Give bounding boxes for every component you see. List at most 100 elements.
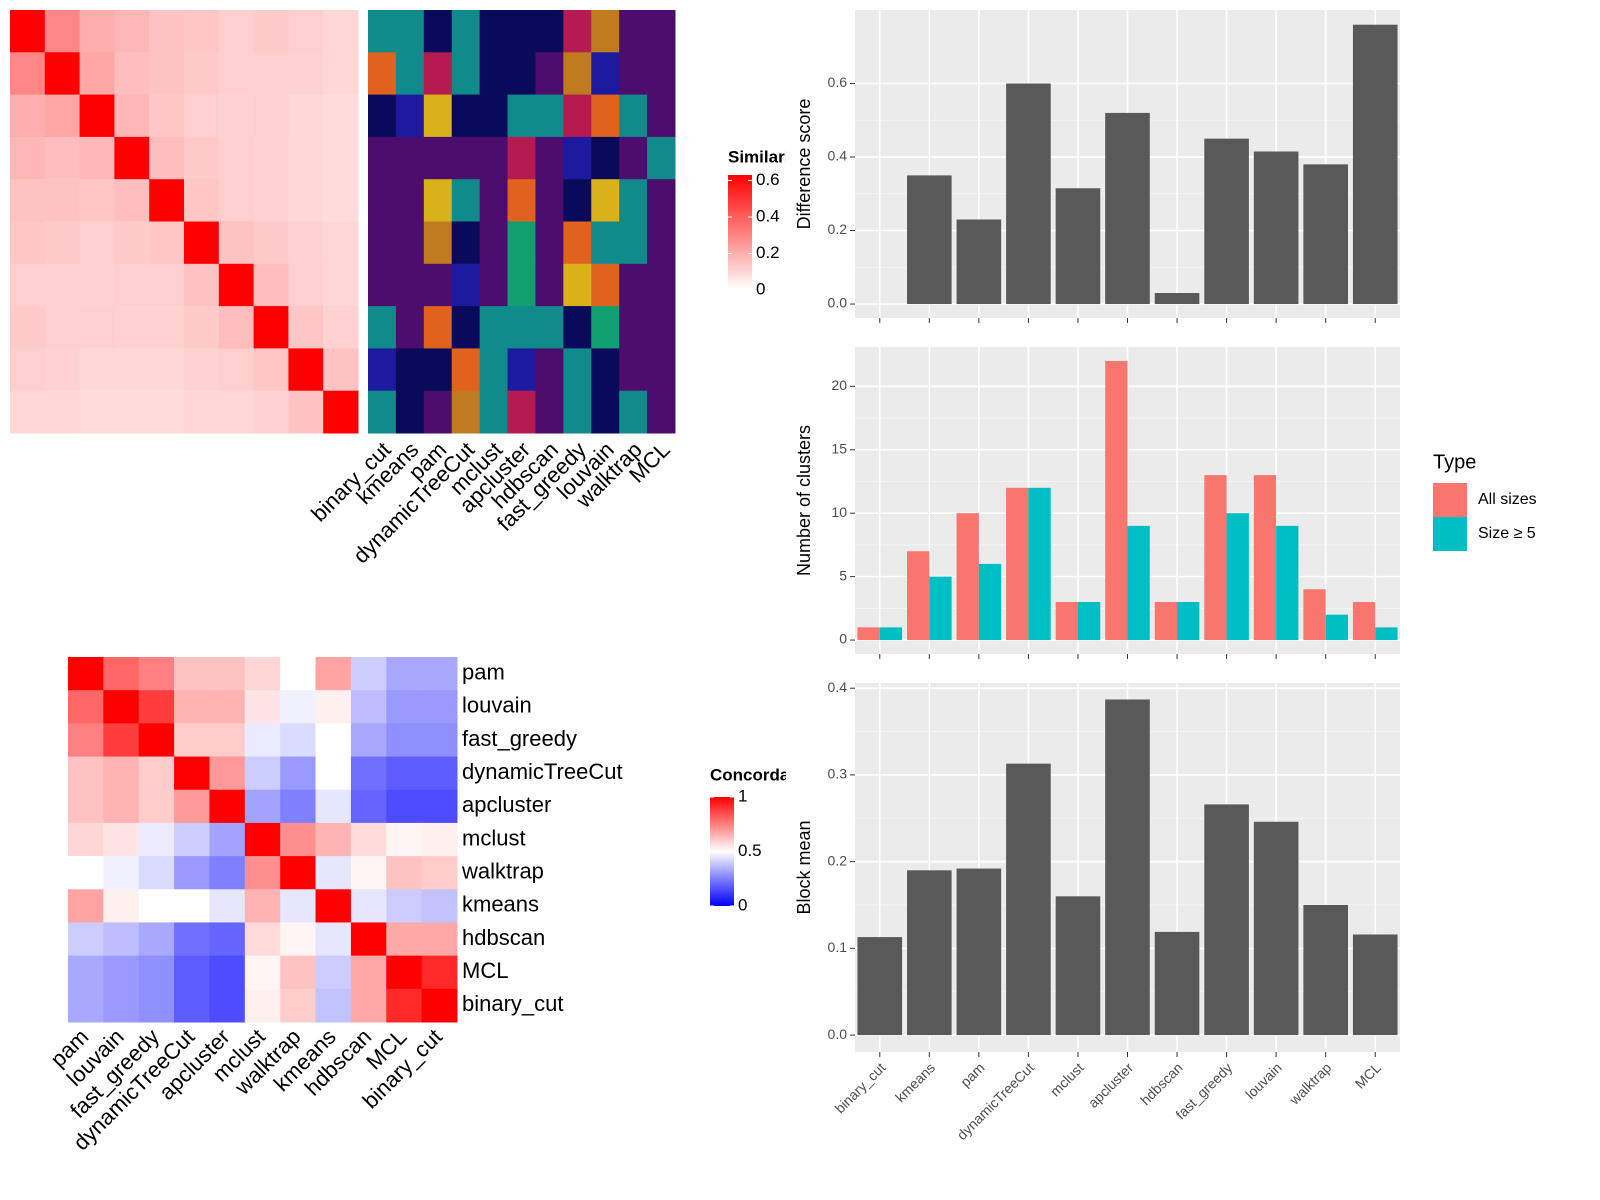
heatmap-cell — [280, 822, 317, 857]
heatmap-cell — [138, 988, 175, 1023]
heatmap-cell — [209, 922, 246, 957]
annotation-cell — [563, 348, 592, 392]
heatmap-cell — [184, 179, 220, 222]
heatmap-cell — [79, 10, 115, 53]
annotation-cell — [395, 221, 425, 265]
annotation-cell — [451, 221, 481, 265]
heatmap-cell — [114, 136, 150, 180]
heatmap-cell — [253, 179, 289, 222]
annotation-cell — [479, 52, 509, 96]
bar — [857, 627, 880, 641]
heatmap-cell — [280, 856, 317, 890]
legend-title: Similarity — [728, 147, 805, 166]
heatmap-cell — [280, 889, 317, 923]
legend-label: Size ≥ 5 — [1478, 525, 1536, 542]
heatmap-cell — [10, 390, 46, 434]
annotation-cell — [507, 306, 536, 349]
heatmap-cell — [288, 263, 324, 307]
heatmap-cell — [184, 136, 220, 180]
annotation-cell — [619, 263, 648, 307]
heatmap-cell — [323, 221, 359, 265]
annotation-cell — [647, 263, 676, 307]
heatmap-cell — [103, 856, 140, 890]
heatmap-cell — [184, 94, 220, 138]
heatmap-cell — [421, 789, 458, 824]
heatmap-cell — [114, 10, 150, 53]
annotation-cell — [395, 179, 425, 222]
heatmap-cell — [244, 889, 281, 923]
annotation-cell — [423, 221, 453, 265]
heatmap-cell — [315, 756, 352, 791]
legend-title: Concordance — [710, 765, 819, 784]
annotation-cell — [479, 94, 509, 138]
heatmap-cell — [350, 723, 387, 758]
heatmap-cell — [218, 306, 255, 349]
heatmap-cell — [421, 988, 458, 1023]
heatmap-cell — [114, 52, 150, 96]
y-axis-title: Block mean — [794, 820, 814, 914]
heatmap-cell — [315, 723, 352, 758]
heatmap-cell — [68, 856, 104, 890]
annotation-cell — [563, 136, 592, 180]
annotation-cell — [451, 94, 481, 138]
heatmap-cell — [184, 390, 220, 434]
heatmap-cell — [79, 94, 115, 138]
legend-tick-label: 0 — [756, 279, 765, 298]
annotation-cell — [619, 179, 648, 222]
annotation-cell — [451, 390, 481, 434]
heatmap-cell — [315, 690, 352, 724]
annotation-cell — [451, 52, 481, 96]
annotation-cell — [563, 52, 592, 96]
heatmap-cell — [315, 856, 352, 890]
heatmap-cell — [10, 221, 46, 265]
annotation-cell — [479, 306, 509, 349]
annotation-cell — [423, 348, 453, 392]
heatmap-cell — [209, 723, 246, 758]
bar — [1028, 487, 1051, 641]
annotation-cell — [591, 94, 620, 138]
heatmap-cell — [149, 306, 185, 349]
legend-key — [1433, 517, 1467, 551]
annotation-cell — [563, 94, 592, 138]
heatmap-cell — [244, 922, 281, 957]
heatmap-cell — [315, 822, 352, 857]
heatmap-cell — [421, 889, 458, 923]
heatmap-cell — [149, 263, 185, 307]
heatmap-cell — [103, 988, 140, 1023]
heatmap-cell — [288, 221, 324, 265]
heatmap-cell — [244, 789, 281, 824]
heatmap-cell — [280, 955, 317, 990]
bar — [1105, 112, 1150, 305]
heatmap-cell — [244, 723, 281, 758]
annotation-cell — [451, 136, 481, 180]
heatmap-cell — [10, 263, 46, 307]
heatmap-cell — [244, 822, 281, 857]
legend-title: Type — [1433, 451, 1476, 473]
heatmap-cell — [174, 789, 210, 824]
y-tick-label: 0.2 — [828, 221, 848, 237]
x-tick-label: binary_cut — [832, 1059, 889, 1116]
row-label: fast_greedy — [462, 726, 577, 751]
heatmap-cell — [421, 856, 458, 890]
heatmap-cell — [421, 822, 458, 857]
annotation-cell — [591, 390, 620, 434]
heatmap-cell — [209, 822, 246, 857]
heatmap-cell — [103, 690, 140, 724]
annotation-cell — [423, 94, 453, 138]
heatmap-cell — [79, 348, 115, 392]
heatmap-cell — [138, 657, 175, 691]
annotation-cell — [507, 136, 536, 180]
annotation-cell — [395, 10, 425, 53]
heatmap-cell — [79, 179, 115, 222]
heatmap-cell — [323, 263, 359, 307]
annotation-cell — [368, 221, 397, 265]
heatmap-cell — [253, 52, 289, 96]
bar — [1226, 513, 1249, 641]
heatmap-cell — [209, 756, 246, 791]
heatmap-cell — [421, 955, 458, 990]
x-tick-label: walktrap — [1286, 1059, 1335, 1108]
y-tick-label: 0.1 — [828, 939, 848, 955]
annotation-cell — [507, 263, 536, 307]
bar — [1077, 601, 1101, 641]
legend-tick-label: 0.2 — [756, 243, 780, 262]
